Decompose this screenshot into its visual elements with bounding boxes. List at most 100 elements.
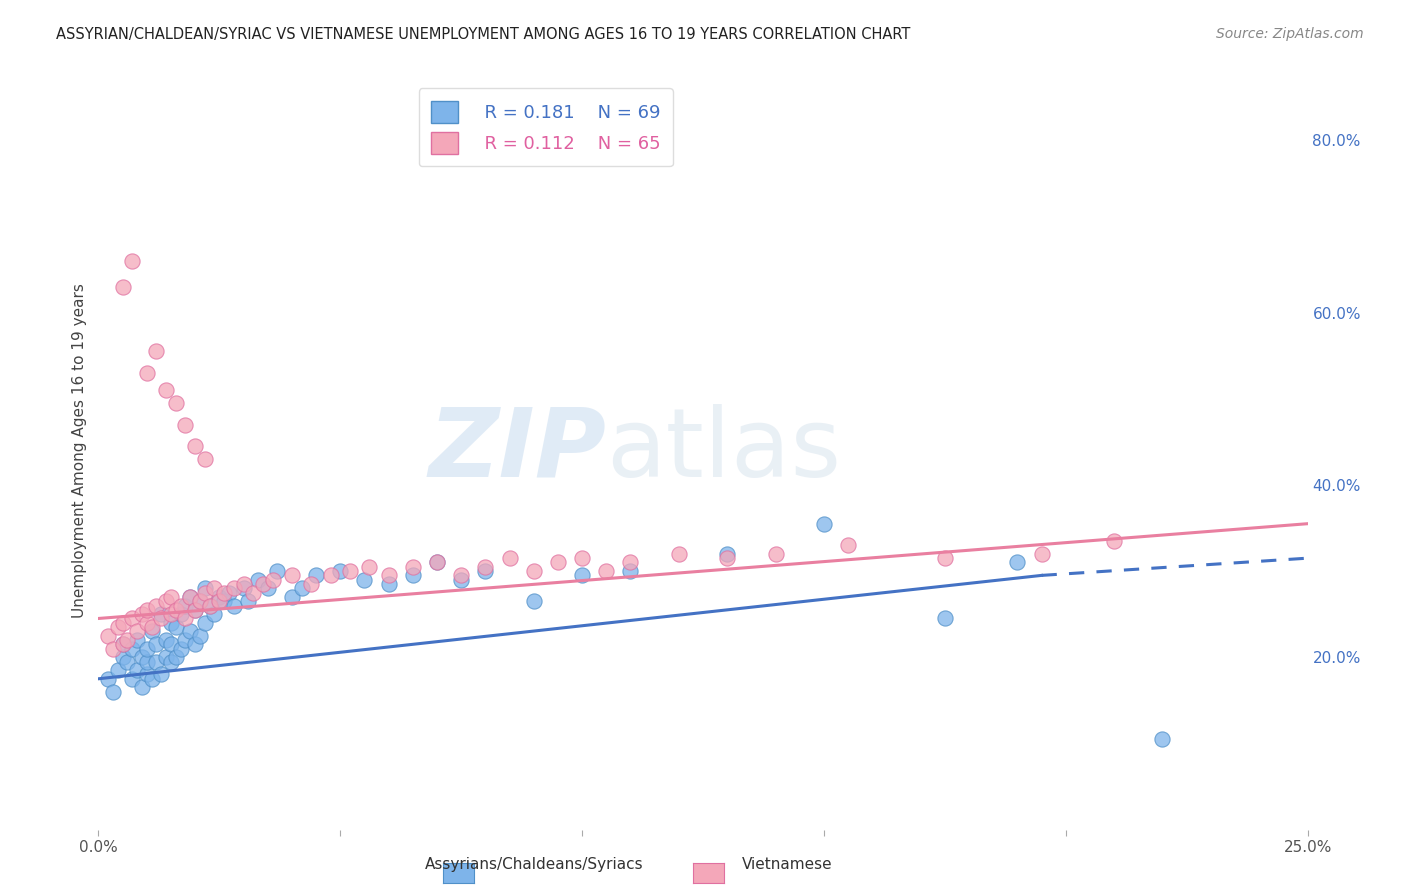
Point: [127, 633, 149, 648]
Point: [160, 655, 183, 669]
Point: [184, 637, 207, 651]
Point: [1152, 732, 1174, 747]
Point: [117, 633, 139, 648]
Point: [547, 556, 569, 570]
Point: [135, 615, 157, 630]
Point: [377, 568, 399, 582]
Point: [716, 551, 738, 566]
Point: [101, 641, 124, 656]
Point: [402, 559, 425, 574]
Point: [155, 633, 177, 648]
Point: [117, 655, 139, 669]
Point: [135, 655, 157, 669]
Point: [474, 559, 496, 574]
Point: [426, 556, 449, 570]
Point: [218, 585, 240, 599]
Text: ZIP: ZIP: [429, 404, 606, 497]
Point: [934, 551, 956, 566]
Point: [111, 637, 134, 651]
Point: [135, 641, 157, 656]
Point: [174, 417, 197, 432]
Point: [145, 599, 167, 613]
Point: [290, 582, 312, 596]
Point: [111, 279, 134, 293]
Point: [160, 607, 183, 622]
Point: [160, 637, 183, 651]
Point: [232, 582, 254, 596]
Point: [813, 516, 835, 531]
Point: [145, 655, 167, 669]
Point: [252, 577, 274, 591]
Point: [111, 650, 134, 665]
Point: [765, 547, 787, 561]
Point: [242, 585, 264, 599]
Point: [155, 650, 177, 665]
Point: [155, 383, 177, 397]
Point: [523, 594, 546, 608]
Legend:   R = 0.181    N = 69,   R = 0.112    N = 65: R = 0.181 N = 69, R = 0.112 N = 65: [419, 88, 673, 166]
Point: [619, 564, 641, 578]
Point: [107, 663, 129, 677]
Point: [668, 547, 690, 561]
Text: Vietnamese: Vietnamese: [742, 857, 832, 872]
Point: [204, 582, 226, 596]
Point: [222, 599, 245, 613]
Point: [131, 681, 153, 695]
Point: [107, 620, 129, 634]
Point: [247, 573, 270, 587]
Point: [165, 620, 187, 634]
Point: [121, 611, 143, 625]
Text: ASSYRIAN/CHALDEAN/SYRIAC VS VIETNAMESE UNEMPLOYMENT AMONG AGES 16 TO 19 YEARS CO: ASSYRIAN/CHALDEAN/SYRIAC VS VIETNAMESE U…: [56, 27, 911, 42]
Text: Assyrians/Chaldeans/Syriacs: Assyrians/Chaldeans/Syriacs: [425, 857, 644, 872]
Point: [198, 599, 221, 613]
Point: [160, 615, 183, 630]
Point: [256, 582, 278, 596]
Point: [212, 594, 235, 608]
Point: [188, 594, 211, 608]
Point: [169, 599, 191, 613]
Point: [222, 582, 245, 596]
Point: [1031, 547, 1053, 561]
Point: [194, 452, 217, 467]
Point: [155, 594, 177, 608]
Point: [127, 624, 149, 639]
Point: [299, 577, 322, 591]
Point: [194, 615, 217, 630]
Point: [212, 585, 235, 599]
Point: [402, 568, 425, 582]
Point: [165, 603, 187, 617]
Point: [377, 577, 399, 591]
Point: [135, 603, 157, 617]
Point: [97, 672, 120, 686]
Point: [101, 684, 124, 698]
Point: [319, 568, 342, 582]
Point: [121, 253, 143, 268]
Point: [305, 568, 328, 582]
Point: [145, 344, 167, 359]
Point: [837, 538, 859, 552]
Point: [131, 650, 153, 665]
Point: [498, 551, 520, 566]
Point: [179, 590, 201, 604]
Point: [194, 585, 217, 599]
Point: [1102, 533, 1125, 548]
Point: [150, 667, 173, 681]
Point: [339, 564, 361, 578]
Point: [450, 573, 472, 587]
Point: [238, 594, 260, 608]
Point: [141, 624, 163, 639]
Point: [188, 594, 211, 608]
Point: [135, 667, 157, 681]
Point: [131, 607, 153, 622]
Point: [204, 607, 226, 622]
Point: [141, 620, 163, 634]
Point: [281, 590, 304, 604]
Point: [329, 564, 352, 578]
Point: [716, 547, 738, 561]
Point: [169, 607, 191, 622]
Point: [121, 641, 143, 656]
Point: [523, 564, 546, 578]
Point: [165, 396, 187, 410]
Point: [571, 568, 593, 582]
Y-axis label: Unemployment Among Ages 16 to 19 years: Unemployment Among Ages 16 to 19 years: [72, 283, 87, 618]
